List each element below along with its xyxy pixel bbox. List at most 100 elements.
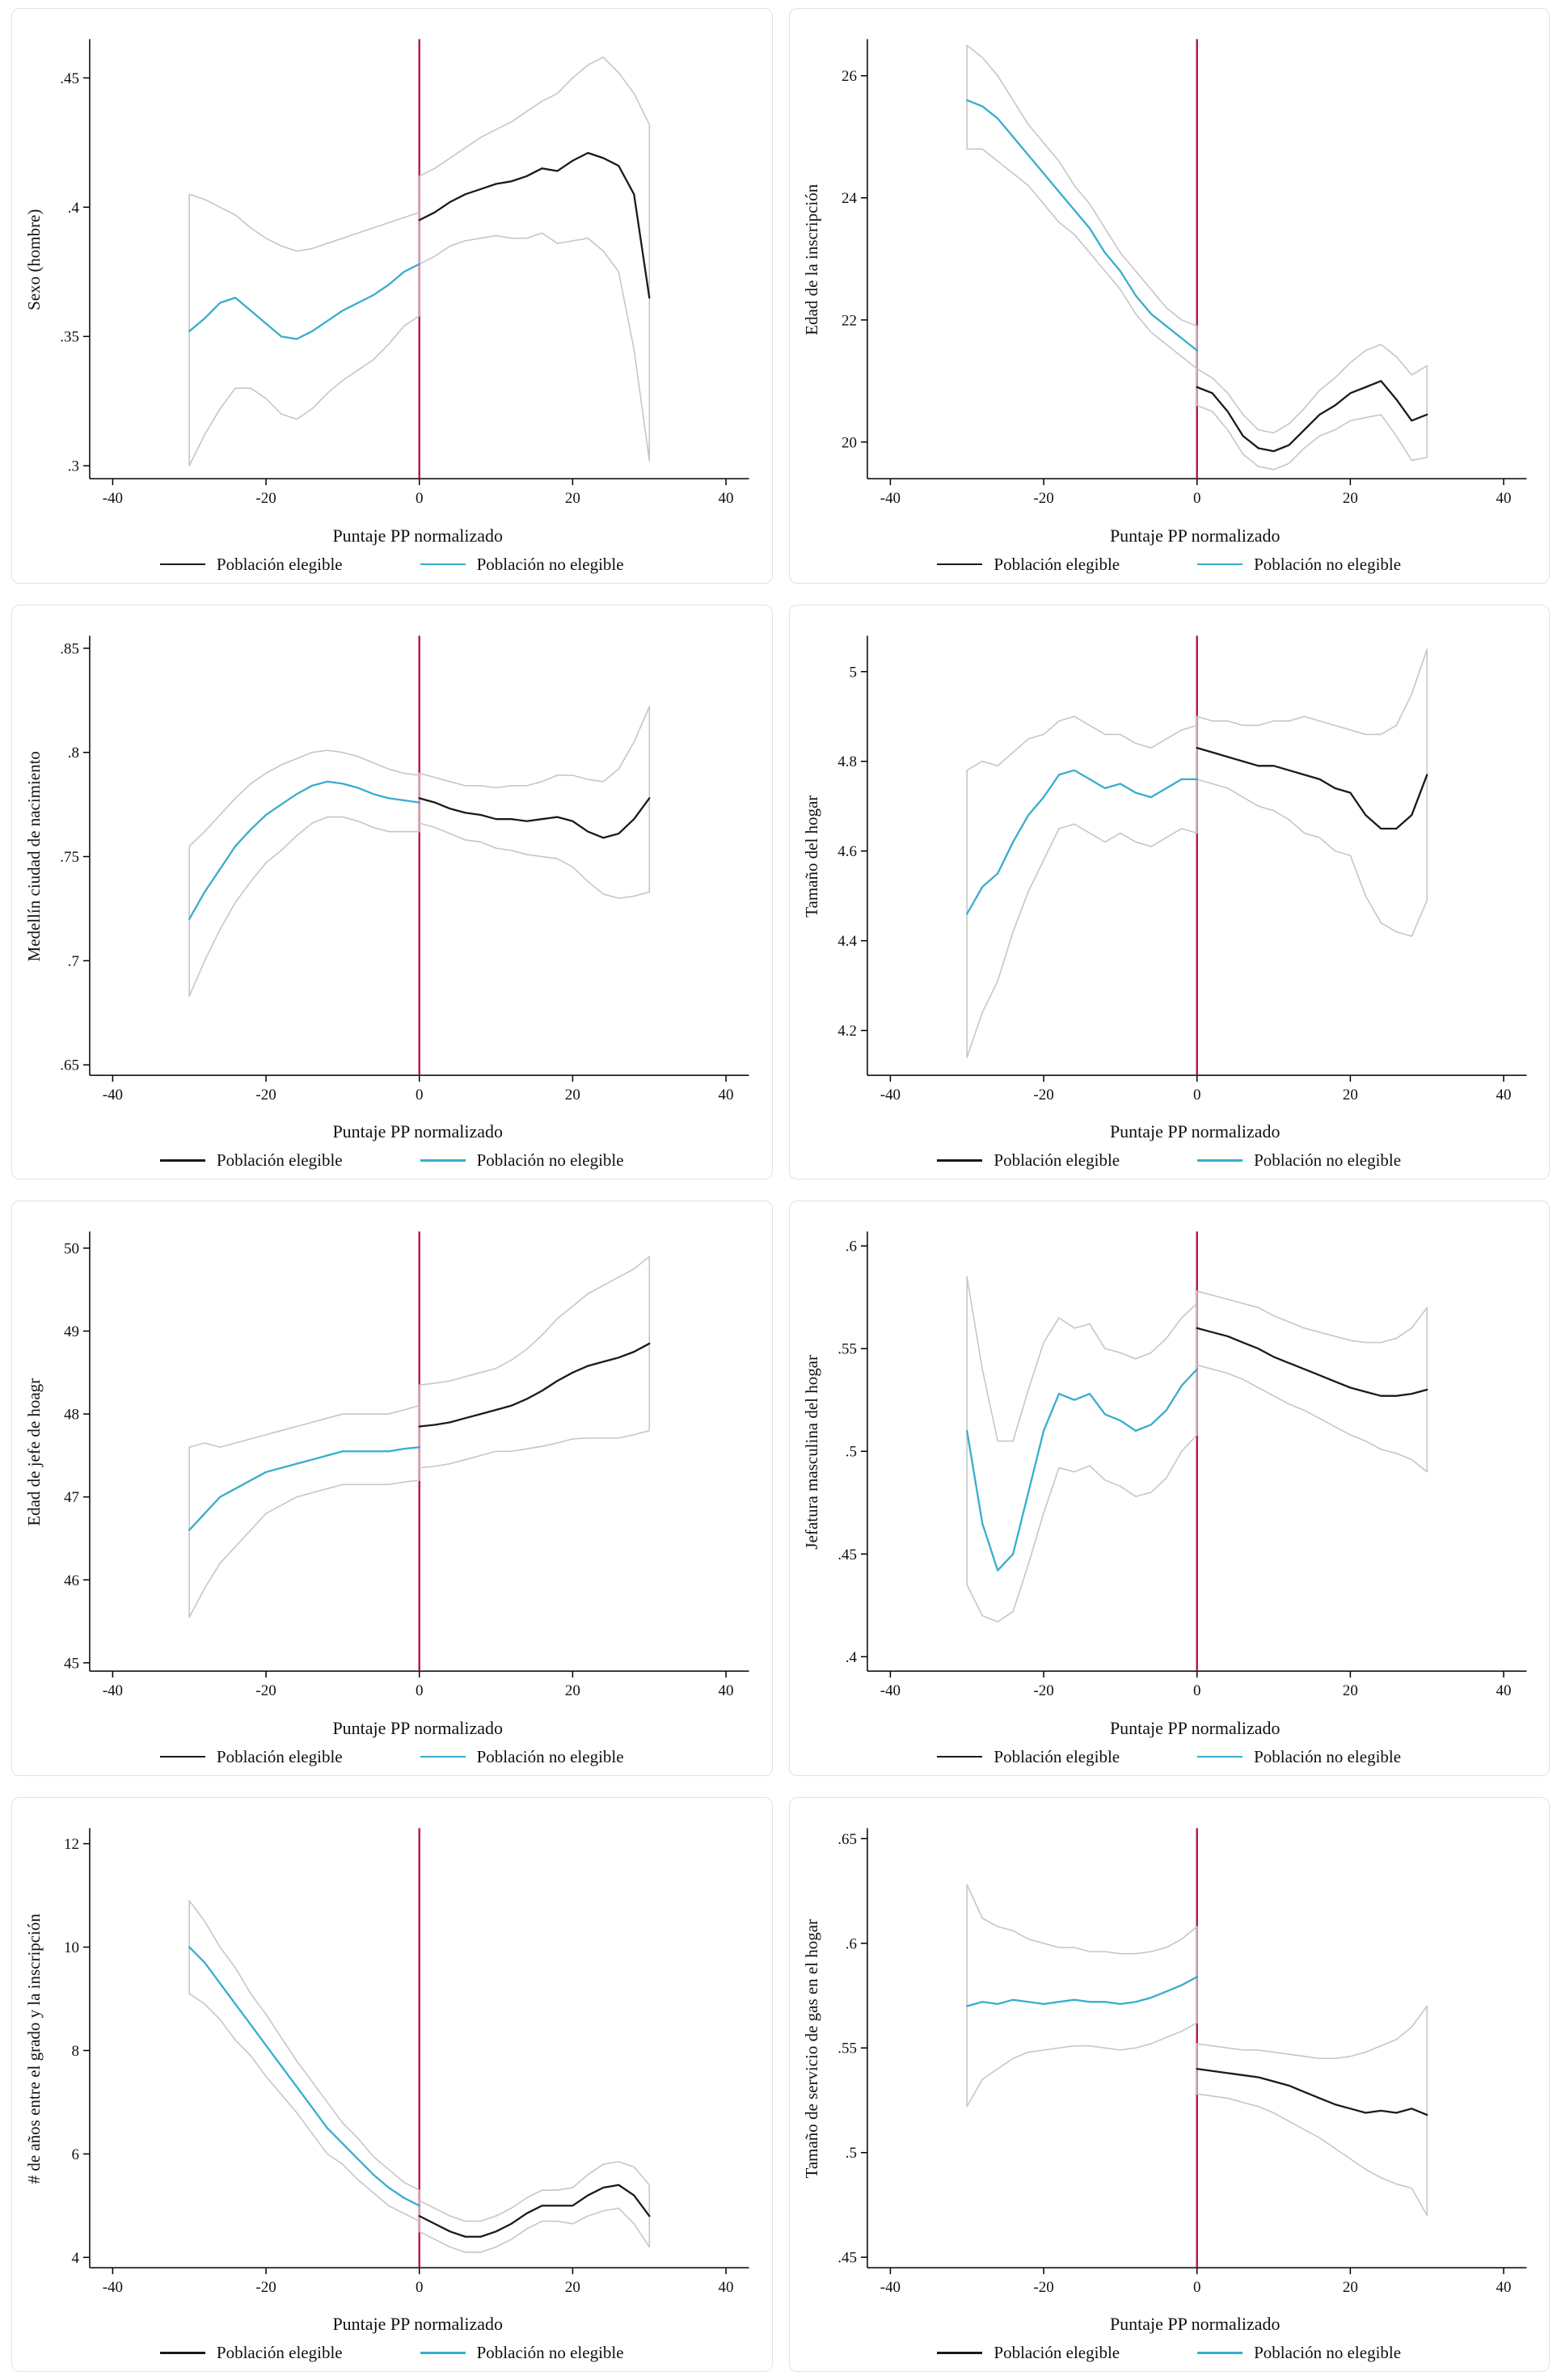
x-axis-title: Puntaje PP normalizado (332, 1717, 504, 1738)
legend-label-no-elegible: Población no elegible (1254, 1150, 1402, 1170)
x-axis-title: Puntaje PP normalizado (1109, 525, 1280, 546)
legend: Población elegible Población no elegible (20, 1144, 764, 1174)
legend-line-eligible-swatch (937, 1755, 983, 1758)
ci-band (188, 193, 420, 466)
series-line (188, 1446, 420, 1531)
y-tick-label: 24 (841, 190, 856, 207)
x-tick-label: 40 (1496, 2279, 1511, 2296)
x-tick-label: 20 (565, 1087, 580, 1103)
y-tick-label: .7 (68, 952, 79, 969)
series-line (418, 796, 651, 839)
plot-sexo-hombre: .3 .35 .4 .45 -40 -20 0 20 40 Sexo (hombre) (24, 39, 749, 507)
ci-band (1196, 1290, 1428, 1473)
plot-generated: 20 22 24 26 -40 -20 0 20 40 (841, 39, 1527, 507)
y-tick-label: .35 (60, 329, 79, 346)
series-line (418, 1342, 651, 1428)
y-tick-label: .75 (60, 849, 79, 866)
x-axis-title: Puntaje PP normalizado (332, 2314, 504, 2334)
x-tick-label: 0 (1192, 1682, 1200, 1699)
x-tick-label: 20 (1342, 1087, 1357, 1103)
ci-band (1196, 648, 1428, 937)
x-axis-title: Puntaje PP normalizado (1109, 1717, 1280, 1738)
x-axis-title: Puntaje PP normalizado (332, 525, 504, 546)
legend-line-eligible-swatch (937, 1159, 983, 1162)
y-axis-title: Medellín ciudad de nacimiento (24, 751, 44, 961)
y-tick-label: .4 (68, 200, 80, 217)
ci-band (965, 44, 1198, 369)
legend-entry-no-elegible: Población no elegible (1197, 1747, 1401, 1767)
plot-generated: .3 .35 .4 .45 -40 -20 0 20 40 (60, 39, 749, 507)
y-tick-label: .4 (845, 1649, 857, 1666)
x-tick-label: -40 (880, 1682, 900, 1699)
legend-entry-eligible: Población elegible (159, 1747, 343, 1767)
legend: Población elegible Población no elegible (798, 2336, 1542, 2366)
series-line (965, 99, 1198, 352)
series-line (1196, 2067, 1428, 2116)
legend-line-eligible-swatch (159, 1755, 205, 1758)
x-axis-title: Puntaje PP normalizado (1109, 1121, 1280, 1141)
x-tick-label: -40 (880, 2279, 900, 2296)
legend: Población elegible Población no elegible (798, 1144, 1542, 1174)
ci-band (1196, 344, 1428, 471)
legend-label-eligible: Población elegible (216, 1150, 343, 1170)
series-line (965, 1975, 1198, 2007)
plot-jefatura-masculina: .4 .45 .5 .55 .6 -40 -20 0 20 40 Jefatura masculi… (801, 1231, 1527, 1699)
legend-entry-no-elegible: Población no elegible (1197, 555, 1401, 575)
y-axis-title: Jefatura masculina del hogar (801, 1355, 821, 1549)
series-line (1196, 1327, 1428, 1397)
legend-label-eligible: Población elegible (994, 1746, 1120, 1766)
ci-band (418, 1255, 651, 1469)
x-tick-label: 20 (1342, 490, 1357, 507)
plot-generated: .4 .45 .5 .55 .6 -40 -20 0 20 40 (837, 1231, 1527, 1699)
legend-line-no-elegible-swatch (420, 1755, 466, 1758)
ci-band (418, 705, 651, 899)
series-line (418, 2184, 651, 2238)
legend-entry-eligible: Población elegible (937, 2343, 1120, 2363)
legend-entry-eligible: Población elegible (159, 554, 343, 575)
series-line (418, 151, 651, 299)
legend: Población elegible Población no elegible (798, 548, 1542, 578)
y-tick-label: 49 (64, 1323, 79, 1340)
plot-generated: .45 .5 .55 .6 .65 -40 -20 0 20 40 (837, 1827, 1527, 2296)
chart-panel-edad-jefe: 45 46 47 48 49 50 -40 -20 0 20 40 Edad de jefe de … (11, 1201, 773, 1776)
x-tick-label: 40 (1496, 1087, 1511, 1103)
x-tick-label: 40 (719, 2279, 734, 2296)
y-tick-label: 12 (64, 1836, 79, 1853)
series-line (965, 769, 1198, 915)
y-axis-title: Edad de la inscripción (801, 184, 821, 335)
legend-line-eligible-swatch (159, 1159, 205, 1162)
legend-entry-no-elegible: Población no elegible (420, 1150, 624, 1171)
legend-label-no-elegible: Población no elegible (476, 554, 624, 574)
ci-band (965, 1883, 1198, 2108)
ci-band (1196, 2005, 1428, 2216)
legend-entry-eligible: Población elegible (159, 1150, 343, 1171)
y-tick-label: 45 (64, 1655, 79, 1672)
legend: Población elegible Población no elegible (20, 548, 764, 578)
plot-edad-inscripcion: 20 22 24 26 -40 -20 0 20 40 Edad de la inscripci… (801, 39, 1527, 507)
y-tick-label: 48 (64, 1407, 79, 1424)
ci-band (188, 1899, 420, 2222)
y-tick-label: 50 (64, 1240, 79, 1257)
x-tick-label: -40 (103, 1682, 123, 1699)
series-line (965, 1368, 1198, 1572)
y-tick-label: .5 (845, 1444, 856, 1461)
y-axis-title: # de años entre el grado y la inscripció… (24, 1913, 44, 2184)
chart-panel-tamano-hogar: 4.2 4.4 4.6 4.8 5 -40 -20 0 20 40 Tamaño del hoga… (788, 604, 1550, 1179)
y-tick-label: 6 (71, 2146, 78, 2163)
y-axis-title: Edad de jefe de hoagr (24, 1378, 44, 1526)
x-tick-label: -40 (103, 1087, 123, 1103)
legend-entry-no-elegible: Población no elegible (1197, 2343, 1401, 2363)
plot-generated: .65 .7 .75 .8 .85 -40 -20 0 20 40 (60, 635, 749, 1103)
legend-entry-eligible: Población elegible (937, 1747, 1120, 1767)
series-line (188, 1945, 420, 2207)
y-tick-label: 5 (849, 664, 856, 681)
series-line (1196, 380, 1428, 453)
y-tick-label: .85 (60, 640, 79, 657)
legend-line-eligible-swatch (159, 563, 205, 566)
legend-label-eligible: Población elegible (216, 554, 343, 574)
legend-label-eligible: Población elegible (994, 554, 1120, 574)
x-tick-label: 20 (1342, 1682, 1357, 1699)
y-tick-label: 8 (71, 2042, 78, 2059)
chart-panel-anos-grado-inscripcion: 4 6 8 10 12 -40 -20 0 20 40 # de años entre el gr… (11, 1796, 773, 2372)
